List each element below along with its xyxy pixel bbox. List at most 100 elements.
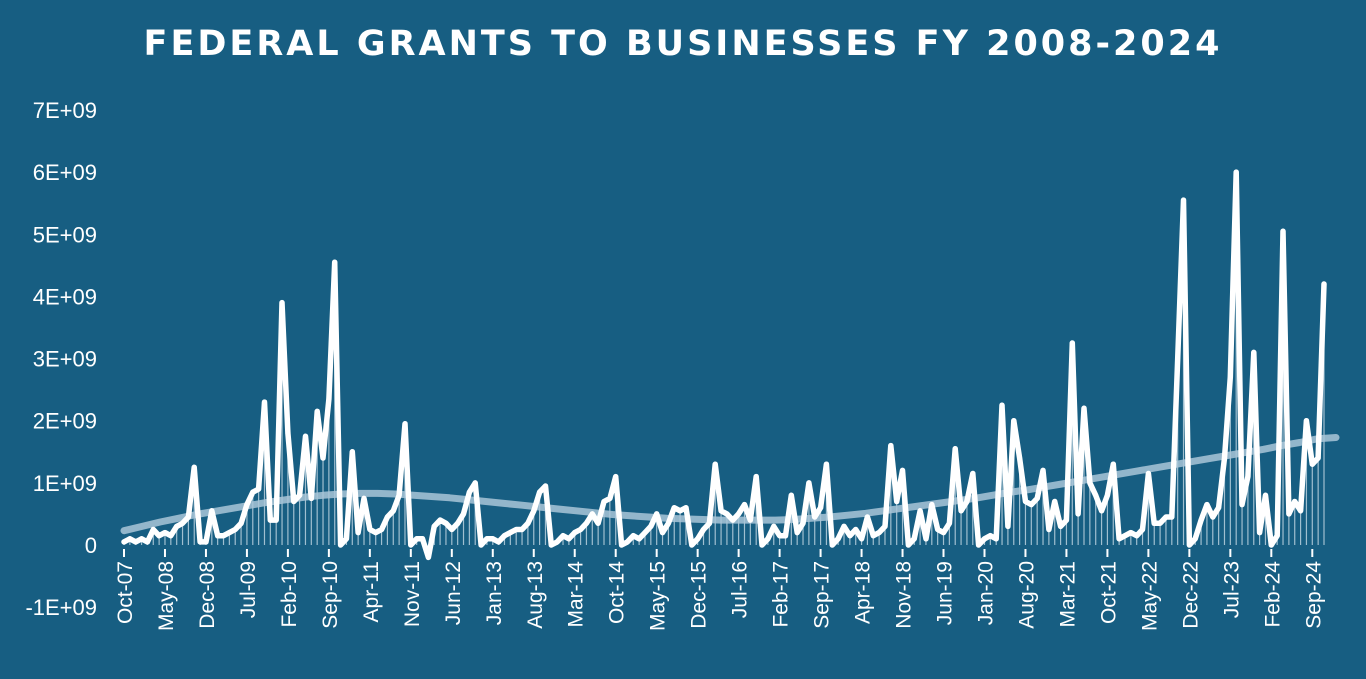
- x-tick-label: Jan-20: [974, 561, 997, 625]
- data-point: [291, 499, 297, 504]
- data-point: [595, 520, 601, 526]
- data-point: [256, 486, 262, 492]
- data-point: [1292, 499, 1298, 504]
- data-point: [238, 520, 244, 526]
- x-tick-label: May-08: [155, 561, 178, 631]
- x-tick-label: Mar-14: [565, 561, 588, 628]
- y-tick-label: 1E+09: [33, 471, 97, 496]
- data-point: [911, 536, 917, 542]
- data-point: [1210, 514, 1216, 520]
- data-point: [806, 480, 812, 486]
- data-point: [683, 505, 689, 511]
- data-point: [1262, 492, 1268, 498]
- data-point: [402, 421, 408, 427]
- data-point: [150, 526, 156, 532]
- data-point: [162, 530, 168, 536]
- x-tick-label: Sep-17: [811, 561, 834, 629]
- data-point: [654, 511, 660, 517]
- data-point: [1052, 499, 1058, 504]
- data-point: [139, 536, 145, 542]
- data-point: [156, 533, 162, 539]
- data-point: [941, 530, 947, 536]
- y-tick-label: 3E+09: [33, 347, 97, 372]
- data-point: [946, 520, 952, 526]
- data-point: [782, 533, 788, 539]
- data-point: [180, 520, 186, 526]
- data-point: [308, 495, 314, 501]
- data-point: [1034, 495, 1040, 501]
- x-tick-label: Jan-13: [483, 561, 506, 625]
- data-point: [864, 514, 870, 520]
- data-point: [1087, 480, 1093, 486]
- data-point: [361, 495, 367, 501]
- data-point: [1099, 508, 1105, 514]
- data-point: [870, 533, 876, 539]
- data-point: [1093, 492, 1099, 498]
- data-point: [648, 523, 654, 529]
- data-point: [964, 499, 970, 504]
- data-point: [812, 514, 818, 520]
- data-point: [718, 508, 724, 514]
- data-point: [437, 517, 443, 523]
- data-point: [1298, 508, 1304, 514]
- data-point: [741, 502, 747, 508]
- data-point: [630, 533, 636, 539]
- data-point: [267, 517, 273, 523]
- data-point: [578, 526, 584, 532]
- data-point: [1151, 520, 1157, 526]
- data-point: [1104, 492, 1110, 498]
- data-point: [1169, 514, 1175, 520]
- y-tick-label: 4E+09: [33, 284, 97, 309]
- data-point: [484, 536, 490, 542]
- data-point: [507, 530, 513, 536]
- y-tick-label: 5E+09: [33, 222, 97, 247]
- data-point: [660, 530, 666, 536]
- data-point: [531, 508, 537, 514]
- data-point: [613, 474, 619, 480]
- data-point: [730, 517, 736, 523]
- data-point: [338, 542, 344, 548]
- x-tick-label: Feb-17: [770, 561, 793, 628]
- x-tick-label: Jul-23: [1220, 561, 1243, 618]
- data-point: [1233, 169, 1239, 175]
- data-point: [273, 517, 279, 523]
- x-tick-label: Nov-11: [401, 561, 424, 627]
- data-point: [642, 530, 648, 536]
- data-point: [1286, 511, 1292, 517]
- x-tick-label: May-15: [647, 561, 670, 631]
- data-point: [882, 523, 888, 529]
- data-point: [537, 489, 543, 495]
- x-tick-label: Aug-20: [1015, 561, 1038, 629]
- data-point: [349, 449, 355, 455]
- data-point: [1046, 526, 1052, 532]
- data-point: [665, 520, 671, 526]
- data-point: [542, 483, 548, 489]
- x-tick-label: Apr-11: [360, 561, 383, 622]
- data-point: [1069, 340, 1075, 346]
- data-point: [1315, 455, 1321, 461]
- data-point: [788, 492, 794, 498]
- data-point: [554, 539, 560, 545]
- data-point: [1075, 511, 1081, 517]
- data-point: [1134, 533, 1140, 539]
- data-point: [232, 526, 238, 532]
- data-point: [765, 536, 771, 542]
- data-point: [747, 517, 753, 523]
- data-point: [343, 536, 349, 542]
- data-point: [250, 489, 256, 495]
- data-point: [823, 461, 829, 467]
- data-point: [1239, 502, 1245, 508]
- data-point: [420, 536, 426, 542]
- x-tick-label: Oct-14: [606, 561, 629, 624]
- data-point: [297, 492, 303, 498]
- data-point: [496, 539, 502, 545]
- data-point: [736, 511, 742, 517]
- data-point: [701, 526, 707, 532]
- x-tick-label: Jul-16: [729, 561, 752, 618]
- x-tick-label: Jun-19: [934, 561, 957, 625]
- data-point: [367, 526, 373, 532]
- data-point: [332, 259, 338, 265]
- data-point: [133, 539, 139, 545]
- y-tick-label: -1E+09: [25, 595, 97, 620]
